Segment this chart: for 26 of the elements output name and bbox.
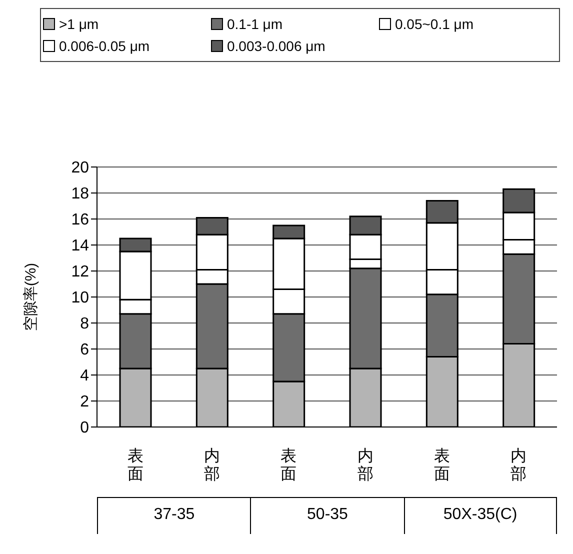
y-tick-label: 8 xyxy=(80,316,90,333)
y-tick-label: 2 xyxy=(80,394,90,411)
x-tick-label: 内部 xyxy=(510,447,527,483)
x-tick-label: 表面 xyxy=(434,447,450,483)
legend-label: 0.05~0.1 μm xyxy=(395,16,474,32)
y-tick-label: 20 xyxy=(71,160,90,177)
y-axis-title: 空隙率(%) xyxy=(22,262,40,332)
x-tick-label: 内部 xyxy=(357,447,374,483)
y-tick-label: 18 xyxy=(71,186,90,203)
y-tick-label: 12 xyxy=(71,264,90,281)
legend-label: 0.1-1 μm xyxy=(227,16,283,32)
x-tick-label: 表面 xyxy=(127,447,144,483)
legend-label: 0.006-0.05 μm xyxy=(59,38,150,54)
x-tick-label: 内部 xyxy=(204,447,220,483)
text: 37-35 xyxy=(97,498,250,534)
y-tick-label: 6 xyxy=(80,342,90,359)
y-tick-label: 4 xyxy=(80,368,90,385)
legend-label: 0.003-0.006 μm xyxy=(227,38,326,54)
y-tick-label: 0 xyxy=(80,420,90,437)
text: 50-35 xyxy=(250,498,404,534)
legend-label: >1 μm xyxy=(59,16,99,32)
x-tick-label: 表面 xyxy=(280,447,297,483)
y-tick-label: 14 xyxy=(71,238,90,255)
y-tick-label: 10 xyxy=(71,290,90,307)
y-tick-label: 16 xyxy=(71,212,90,229)
text: 50X-35(C) xyxy=(404,498,557,534)
